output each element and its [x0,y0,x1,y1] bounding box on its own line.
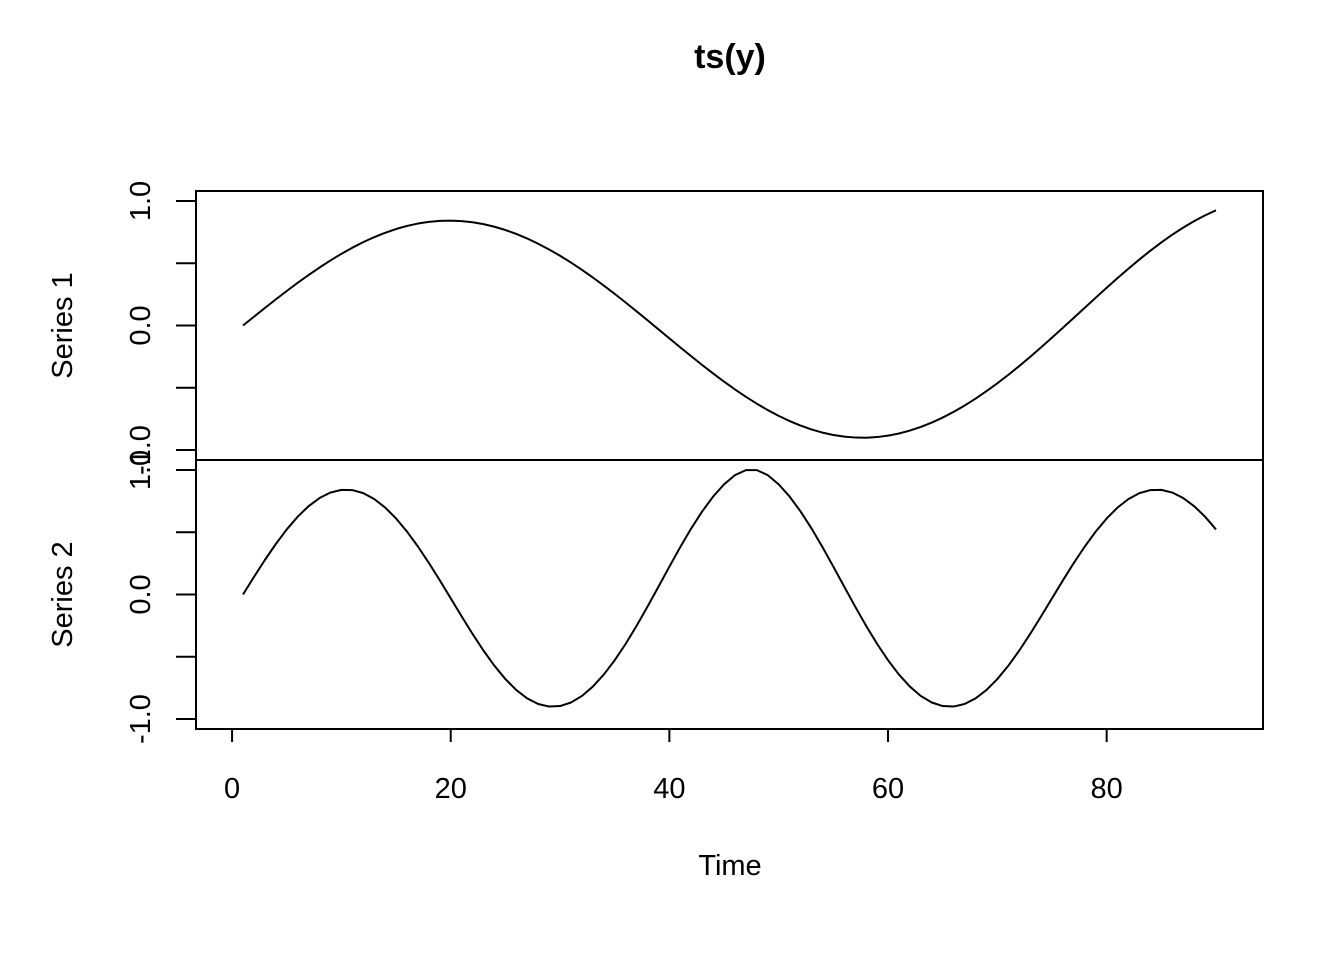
y-axis-label: Series 1 [47,272,79,378]
x-tick-label: 60 [872,773,904,805]
x-tick-label: 0 [224,773,240,805]
y-tick-label: 1.0 [125,450,157,490]
x-tick-label: 80 [1091,773,1123,805]
y-tick-label: 0.0 [125,305,157,345]
chart-title: ts(y) [694,38,766,76]
x-tick-label: 40 [653,773,685,805]
panel-frame [195,459,1264,730]
x-axis: 0 20 40 60 80 [224,728,1123,805]
series-line-1 [242,209,1217,439]
panels: 1.0 0.0 -1.0 Series 1 1.0 0.0 -1.0 Series 2 [47,181,1264,744]
series-line-2 [242,469,1217,708]
y-tick-label: -1.0 [125,425,157,475]
y-tick-label: -1.0 [125,694,157,744]
panel-frame [195,190,1264,461]
panel-2: 1.0 0.0 -1.0 Series 2 [47,450,1264,744]
y-axis-label: Series 2 [47,541,79,647]
x-axis-label: Time [698,850,761,882]
panel-1: 1.0 0.0 -1.0 Series 1 [47,181,1264,475]
y-tick-label: 1.0 [125,181,157,221]
y-tick-label: 0.0 [125,574,157,614]
x-tick-label: 20 [435,773,467,805]
